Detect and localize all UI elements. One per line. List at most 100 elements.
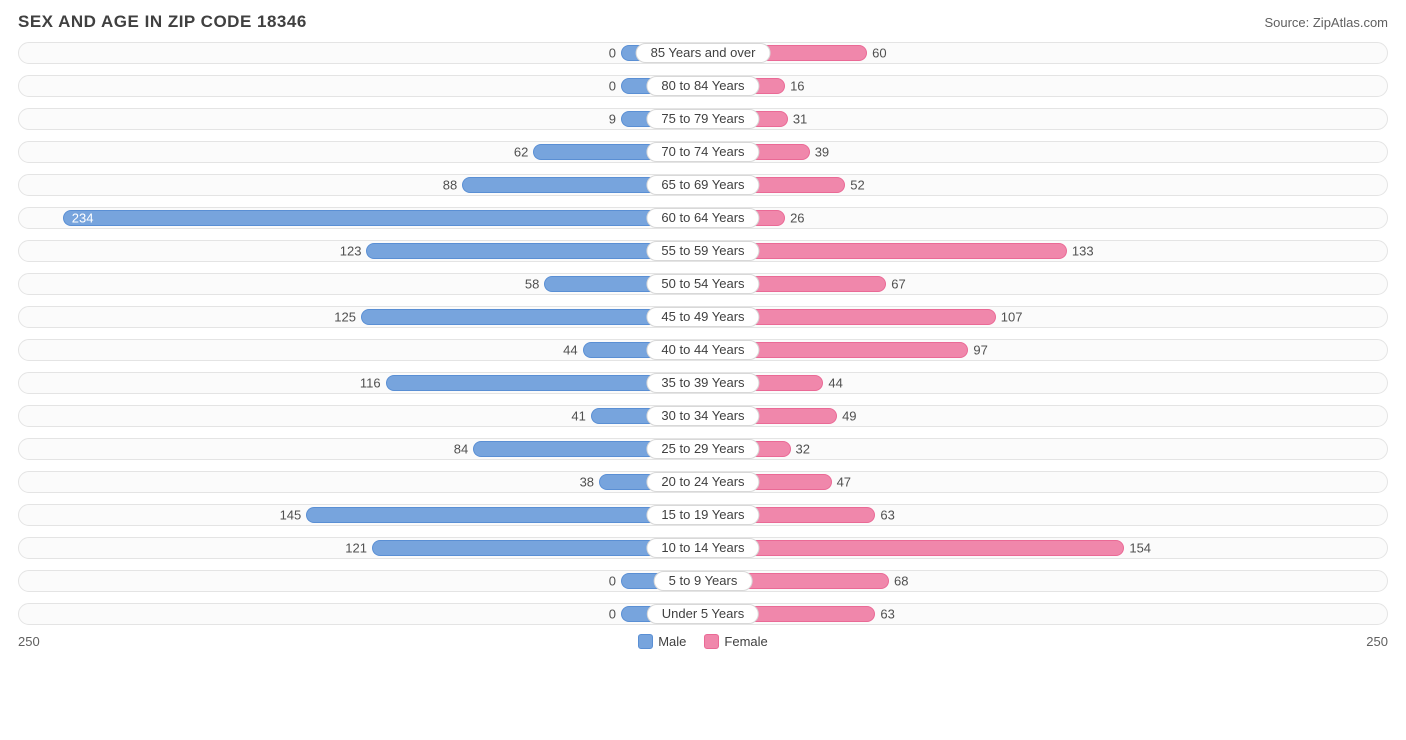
female-value: 133 bbox=[1072, 244, 1094, 259]
age-label: 75 to 79 Years bbox=[646, 109, 759, 129]
male-half: 41 bbox=[19, 406, 703, 426]
female-half: 68 bbox=[703, 571, 1387, 591]
female-half: 133 bbox=[703, 241, 1387, 261]
male-value: 38 bbox=[580, 475, 594, 490]
male-half: 0 bbox=[19, 43, 703, 63]
chart-row: 123 133 55 to 59 Years bbox=[18, 240, 1388, 262]
age-label: 25 to 29 Years bbox=[646, 439, 759, 459]
male-value: 41 bbox=[571, 409, 585, 424]
female-value: 16 bbox=[790, 79, 804, 94]
male-half: 58 bbox=[19, 274, 703, 294]
legend-label-male: Male bbox=[658, 634, 686, 649]
female-half: 47 bbox=[703, 472, 1387, 492]
age-label: 80 to 84 Years bbox=[646, 76, 759, 96]
chart-row: 623970 to 74 Years bbox=[18, 141, 1388, 163]
chart-row: 38 47 20 to 24 Years bbox=[18, 471, 1388, 493]
male-value: 88 bbox=[443, 178, 457, 193]
chart-row: 586750 to 54 Years bbox=[18, 273, 1388, 295]
male-half: 62 bbox=[19, 142, 703, 162]
male-value: 9 bbox=[609, 112, 616, 127]
age-label: 30 to 34 Years bbox=[646, 406, 759, 426]
age-label: 10 to 14 Years bbox=[646, 538, 759, 558]
female-half: 16 bbox=[703, 76, 1387, 96]
population-pyramid-chart: 06085 Years and over01680 to 84 Years931… bbox=[18, 42, 1388, 625]
male-value: 0 bbox=[609, 46, 616, 61]
female-value: 49 bbox=[842, 409, 856, 424]
age-label: 5 to 9 Years bbox=[654, 571, 753, 591]
female-value: 63 bbox=[880, 607, 894, 622]
female-half: 32 bbox=[703, 439, 1387, 459]
male-value: 116 bbox=[360, 376, 381, 391]
male-value: 62 bbox=[514, 145, 528, 160]
age-label: 55 to 59 Years bbox=[646, 241, 759, 261]
chart-row: 2342660 to 64 Years bbox=[18, 207, 1388, 229]
female-value: 154 bbox=[1129, 541, 1151, 556]
female-value: 44 bbox=[828, 376, 842, 391]
male-half: 9 bbox=[19, 109, 703, 129]
legend-item-male: Male bbox=[638, 634, 686, 649]
male-value: 84 bbox=[454, 442, 468, 457]
male-value: 0 bbox=[609, 607, 616, 622]
chart-row: 06085 Years and over bbox=[18, 42, 1388, 64]
age-label: 65 to 69 Years bbox=[646, 175, 759, 195]
legend-swatch-female bbox=[704, 634, 719, 649]
male-value: 125 bbox=[334, 310, 356, 325]
age-label: 45 to 49 Years bbox=[646, 307, 759, 327]
female-half: 52 bbox=[703, 175, 1387, 195]
female-value: 107 bbox=[1001, 310, 1023, 325]
female-half: 39 bbox=[703, 142, 1387, 162]
male-half: 44 bbox=[19, 340, 703, 360]
legend: Male Female bbox=[638, 634, 768, 649]
chart-header: SEX AND AGE IN ZIP CODE 18346 Source: Zi… bbox=[18, 12, 1388, 32]
chart-row: 9 31 75 to 79 Years bbox=[18, 108, 1388, 130]
female-half: 31 bbox=[703, 109, 1387, 129]
female-half: 67 bbox=[703, 274, 1387, 294]
male-half: 123 bbox=[19, 241, 703, 261]
age-label: 15 to 19 Years bbox=[646, 505, 759, 525]
male-value: 121 bbox=[345, 541, 367, 556]
male-half: 38 bbox=[19, 472, 703, 492]
male-value: 234 bbox=[72, 211, 94, 226]
age-label: 20 to 24 Years bbox=[646, 472, 759, 492]
female-value: 60 bbox=[872, 46, 886, 61]
age-label: 40 to 44 Years bbox=[646, 340, 759, 360]
female-value: 26 bbox=[790, 211, 804, 226]
male-value: 145 bbox=[280, 508, 302, 523]
male-value: 58 bbox=[525, 277, 539, 292]
legend-item-female: Female bbox=[704, 634, 767, 649]
female-value: 52 bbox=[850, 178, 864, 193]
male-half: 145 bbox=[19, 505, 703, 525]
chart-row: 84 32 25 to 29 Years bbox=[18, 438, 1388, 460]
chart-row: 0 68 5 to 9 Years bbox=[18, 570, 1388, 592]
age-label: Under 5 Years bbox=[647, 604, 759, 624]
male-bar: 145 bbox=[306, 507, 703, 523]
age-label: 35 to 39 Years bbox=[646, 373, 759, 393]
male-half: 234 bbox=[19, 208, 703, 228]
male-half: 0 bbox=[19, 571, 703, 591]
female-half: 60 bbox=[703, 43, 1387, 63]
chart-row: 0 16 80 to 84 Years bbox=[18, 75, 1388, 97]
female-half: 97 bbox=[703, 340, 1387, 360]
female-value: 47 bbox=[837, 475, 851, 490]
female-half: 26 bbox=[703, 208, 1387, 228]
female-half: 44 bbox=[703, 373, 1387, 393]
male-value: 44 bbox=[563, 343, 577, 358]
chart-row: 116 44 35 to 39 Years bbox=[18, 372, 1388, 394]
male-half: 0 bbox=[19, 604, 703, 624]
female-value: 39 bbox=[815, 145, 829, 160]
male-half: 88 bbox=[19, 175, 703, 195]
axis-right-max: 250 bbox=[1366, 634, 1388, 649]
female-half: 63 bbox=[703, 505, 1387, 525]
female-value: 31 bbox=[793, 112, 807, 127]
chart-row: 0 63 Under 5 Years bbox=[18, 603, 1388, 625]
chart-source: Source: ZipAtlas.com bbox=[1264, 15, 1388, 30]
male-half: 84 bbox=[19, 439, 703, 459]
male-half: 125 bbox=[19, 307, 703, 327]
male-half: 116 bbox=[19, 373, 703, 393]
female-value: 63 bbox=[880, 508, 894, 523]
chart-row: 88 52 65 to 69 Years bbox=[18, 174, 1388, 196]
female-value: 68 bbox=[894, 574, 908, 589]
male-half: 0 bbox=[19, 76, 703, 96]
female-value: 32 bbox=[796, 442, 810, 457]
chart-row: 125 107 45 to 49 Years bbox=[18, 306, 1388, 328]
